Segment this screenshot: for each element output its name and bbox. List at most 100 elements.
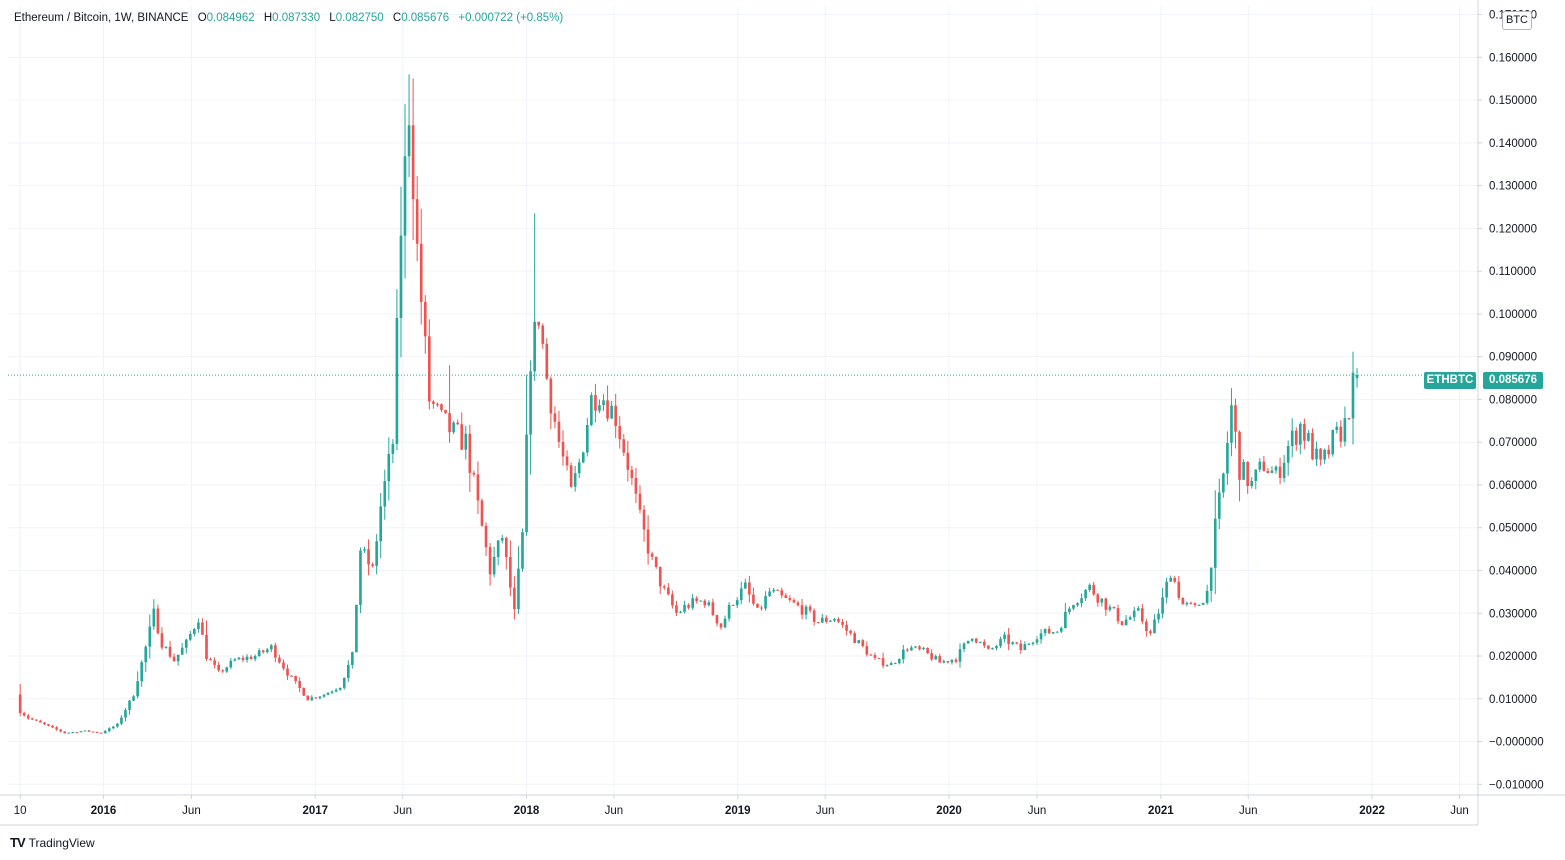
x-tick-label: 2020 — [936, 805, 962, 817]
candle-body — [359, 550, 362, 605]
candle-body — [1343, 418, 1347, 442]
candle-body — [1015, 642, 1019, 644]
candle-body — [399, 235, 403, 318]
candle-body — [464, 433, 468, 450]
candle — [671, 590, 674, 609]
candle — [1100, 598, 1104, 607]
candle-body — [383, 481, 387, 507]
candle-body — [1169, 577, 1173, 582]
candle-body — [569, 465, 573, 487]
candle — [1270, 466, 1274, 474]
candle-body — [225, 667, 229, 672]
candle-body — [1124, 619, 1128, 626]
x-tick-label: 10 — [14, 805, 27, 817]
candle-body — [1185, 602, 1189, 605]
candle-body — [614, 405, 617, 427]
candle-body — [496, 540, 500, 557]
candle-body — [128, 700, 131, 710]
candle — [59, 729, 62, 733]
candle-body — [375, 541, 378, 566]
candle-body — [1217, 492, 1221, 519]
candle-body — [440, 404, 443, 410]
candle-body — [51, 725, 54, 728]
candle — [521, 528, 524, 572]
time-axis[interactable]: 10 2016 Jun 2017 Jun 2018 Jun 2019 Jun 2020 Jun 202… — [14, 795, 1469, 817]
candle-body — [978, 641, 982, 643]
candle — [845, 620, 848, 636]
candle — [128, 699, 131, 715]
candle — [399, 186, 403, 358]
candle-body — [1157, 613, 1160, 620]
candle — [452, 420, 455, 435]
candle-body — [144, 646, 148, 663]
currency-unit-button[interactable]: BTC — [1502, 11, 1532, 30]
candle-body — [249, 656, 253, 660]
candle — [1246, 461, 1249, 494]
candle-body — [1209, 567, 1213, 591]
high-value: 0.087330 — [272, 12, 321, 24]
candle-body — [136, 681, 139, 697]
tradingview-logo[interactable]: TV TradingView — [10, 835, 95, 850]
candle — [395, 289, 399, 451]
candle-body — [140, 662, 144, 682]
candle-body — [602, 400, 605, 406]
candle-body — [970, 638, 974, 641]
price-axis[interactable]: −0.010000 −0.000000 0.010000 0.020000 0.0300… — [1478, 10, 1544, 792]
candle — [197, 618, 200, 633]
candle-body — [577, 462, 581, 474]
candle-body — [322, 694, 326, 697]
candle — [91, 731, 95, 733]
candle-body — [411, 125, 415, 200]
candle — [1274, 465, 1278, 474]
candle-body — [395, 317, 399, 444]
candle-body — [30, 718, 34, 720]
chart-grid — [8, 6, 1478, 795]
candle — [75, 732, 79, 734]
candle — [229, 658, 233, 670]
candle-body — [290, 675, 293, 677]
candle-body — [812, 610, 816, 622]
candle — [1173, 575, 1177, 584]
candle — [1177, 575, 1181, 601]
axes — [0, 0, 1565, 826]
candle-body — [1315, 448, 1318, 460]
candle — [614, 393, 617, 439]
y-tick-label: 0.040000 — [1489, 565, 1537, 577]
symbol-title[interactable]: Ethereum / Bitcoin, 1W, BINANCE — [14, 12, 189, 24]
candle — [492, 546, 496, 578]
y-tick-label: 0.050000 — [1489, 523, 1537, 535]
candle-body — [1238, 431, 1241, 480]
candle — [1299, 421, 1302, 455]
candle-body — [209, 659, 212, 661]
close-value: 0.085676 — [401, 12, 450, 24]
candle — [885, 664, 889, 667]
candle — [796, 600, 800, 607]
candle-body — [1003, 634, 1006, 639]
brand-name: TradingView — [28, 835, 95, 850]
candle — [630, 465, 634, 485]
candle-body — [1059, 628, 1063, 632]
candle-body — [922, 647, 925, 650]
candle — [351, 651, 354, 669]
candle-body — [1080, 598, 1083, 604]
candle — [853, 631, 857, 644]
candle-body — [618, 426, 622, 440]
tradingview-logo-icon: TV — [10, 835, 26, 850]
candle — [274, 642, 277, 663]
candle — [253, 654, 257, 662]
candle-body — [180, 647, 184, 655]
candle-body — [1173, 577, 1177, 582]
candle-body — [1307, 433, 1310, 441]
candle-body — [1153, 619, 1156, 634]
open-label: O — [197, 12, 207, 24]
candle-body — [958, 649, 962, 662]
candle — [432, 400, 435, 409]
candle — [654, 556, 658, 569]
candle-body — [897, 659, 901, 664]
candle-body — [509, 557, 512, 588]
candle — [1116, 604, 1120, 625]
candle-body — [699, 600, 703, 602]
candle-body — [800, 605, 804, 615]
candle-body — [1064, 611, 1067, 629]
